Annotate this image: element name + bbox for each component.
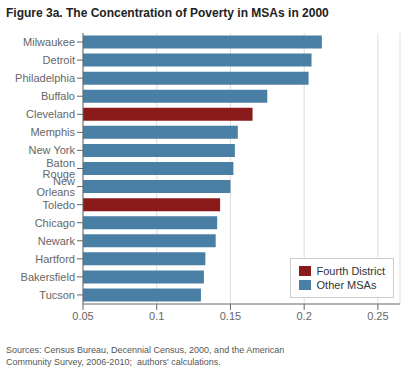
svg-text:Cleveland: Cleveland <box>26 108 75 120</box>
svg-text:New York: New York <box>29 144 76 156</box>
svg-text:Memphis: Memphis <box>30 126 75 138</box>
svg-text:Milwaukee: Milwaukee <box>23 36 75 48</box>
svg-text:0.25: 0.25 <box>367 310 388 322</box>
svg-text:Tucson: Tucson <box>39 289 75 301</box>
svg-text:0.2: 0.2 <box>297 310 312 322</box>
svg-text:Buffalo: Buffalo <box>41 90 75 102</box>
svg-text:0.15: 0.15 <box>220 310 241 322</box>
svg-text:NewOrleans: NewOrleans <box>36 175 75 198</box>
svg-text:Philadelphia: Philadelphia <box>15 72 76 84</box>
svg-text:Detroit: Detroit <box>43 54 75 66</box>
svg-text:Toledo: Toledo <box>43 199 75 211</box>
svg-text:Hartford: Hartford <box>35 253 75 265</box>
svg-text:0.05: 0.05 <box>72 310 93 322</box>
svg-text:Newark: Newark <box>38 235 76 247</box>
svg-text:0.1: 0.1 <box>149 310 164 322</box>
svg-text:Chicago: Chicago <box>35 217 75 229</box>
svg-text:Bakersfield: Bakersfield <box>21 271 75 283</box>
